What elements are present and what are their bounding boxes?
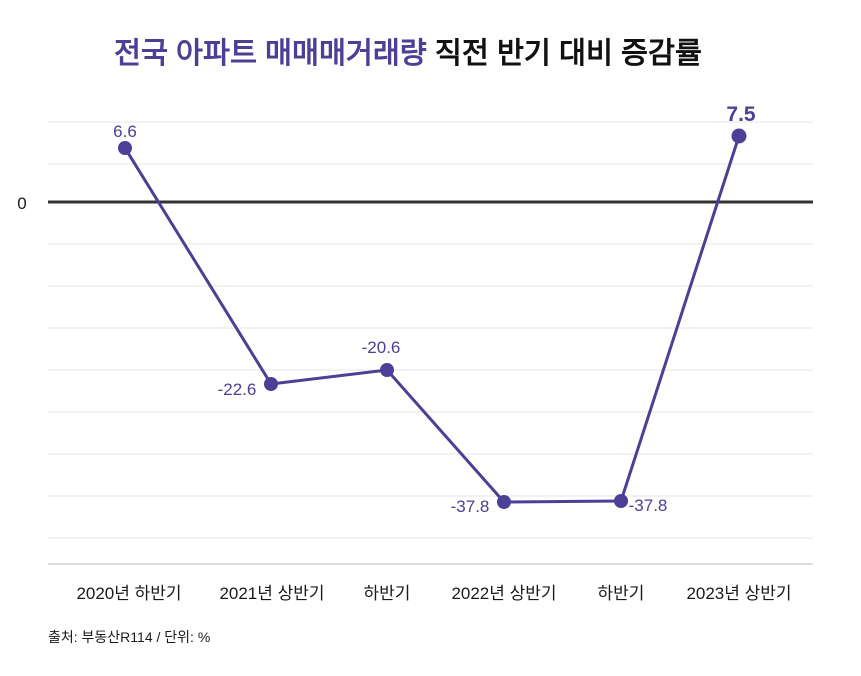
svg-text:-22.6: -22.6 [218,380,257,399]
svg-text:-37.8: -37.8 [451,497,490,516]
svg-text:2020년 하반기: 2020년 하반기 [76,584,181,603]
svg-text:6.6: 6.6 [113,122,137,141]
svg-text:2023년 상반기: 2023년 상반기 [686,584,791,603]
svg-text:2021년 상반기: 2021년 상반기 [219,584,324,603]
svg-text:하반기: 하반기 [598,584,645,603]
svg-text:2022년 상반기: 2022년 상반기 [451,584,556,603]
svg-text:-37.8: -37.8 [629,496,668,515]
svg-text:하반기: 하반기 [364,584,411,603]
svg-text:-20.6: -20.6 [362,338,401,357]
svg-text:0: 0 [17,194,26,213]
svg-text:7.5: 7.5 [726,103,756,126]
